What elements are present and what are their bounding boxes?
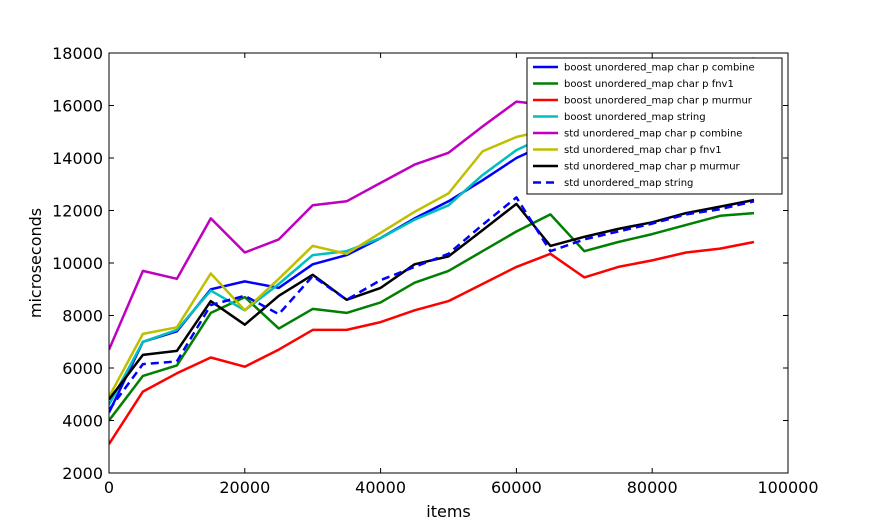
legend-label-boost-unordered-map-string: boost unordered_map string (564, 112, 706, 123)
x-tick-label: 60000 (491, 478, 542, 497)
ticks-layer: 0 20000 40000 60000 80000 100000 2000 4000 6000 8… (52, 44, 818, 497)
y-tick-label: 18000 (52, 44, 103, 63)
series-line-boost-unordered-map-char-p-fnv1 (109, 211, 755, 422)
x-tick-label: 20000 (219, 478, 270, 497)
y-tick-label: 12000 (52, 202, 103, 221)
y-tick-label: 16000 (52, 97, 103, 116)
y-tick-label: 8000 (62, 307, 103, 326)
x-tick-label: 80000 (627, 478, 678, 497)
y-tick-label: 4000 (62, 412, 103, 431)
x-tick-label: 0 (104, 478, 114, 497)
series-line-std-unordered-map-string (109, 196, 755, 411)
y-tick-label: 6000 (62, 359, 103, 378)
series-line-boost-unordered-map-char-p-murmur (109, 240, 755, 445)
legend-label-boost-unordered-map-char-p-murmur: boost unordered_map char p murmur (564, 96, 753, 107)
y-tick-label: 2000 (62, 464, 103, 483)
x-axis-title: items (426, 502, 470, 521)
legend-label-std-unordered-map-string: std unordered_map string (564, 178, 693, 189)
y-tick-label: 14000 (52, 149, 103, 168)
y-axis-title: microseconds (26, 208, 45, 318)
legend-label-std-unordered-map-char-p-fnv1: std unordered_map char p fnv1 (564, 145, 722, 156)
legend-label-std-unordered-map-char-p-combine: std unordered_map char p combine (564, 129, 742, 140)
legend: boost unordered_map char p combine boost … (526, 57, 783, 195)
legend-box (526, 57, 783, 195)
legend-label-boost-unordered-map-char-p-combine: boost unordered_map char p combine (564, 63, 755, 74)
x-tick-label: 40000 (355, 478, 406, 497)
y-tick-label: 10000 (52, 254, 103, 273)
legend-label-std-unordered-map-char-p-murmur: std unordered_map char p murmur (564, 162, 741, 173)
x-tick-label: 100000 (757, 478, 818, 497)
legend-label-boost-unordered-map-char-p-fnv1: boost unordered_map char p fnv1 (564, 79, 734, 90)
